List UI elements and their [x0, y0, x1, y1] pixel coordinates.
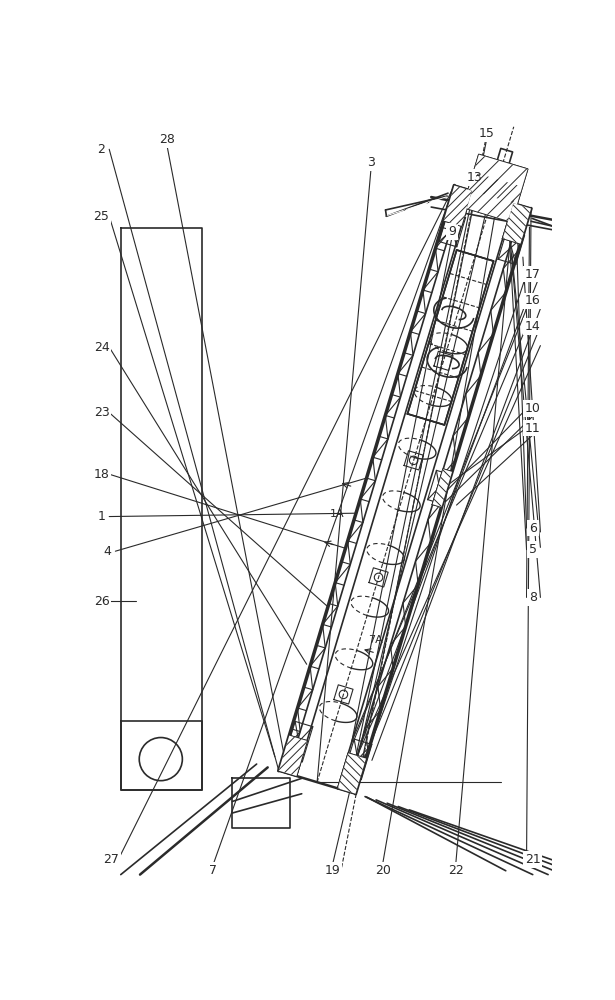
Polygon shape: [467, 173, 518, 221]
Text: 2: 2: [98, 143, 105, 156]
Text: 23: 23: [93, 406, 109, 419]
Polygon shape: [498, 230, 525, 265]
Polygon shape: [432, 469, 452, 507]
Text: 26: 26: [93, 595, 109, 608]
Polygon shape: [486, 148, 513, 199]
Text: 16: 16: [525, 294, 541, 307]
Text: 11: 11: [525, 422, 541, 434]
Text: 4: 4: [104, 545, 111, 558]
Polygon shape: [444, 185, 472, 226]
Polygon shape: [503, 203, 531, 244]
Text: 14: 14: [525, 320, 541, 333]
Polygon shape: [467, 173, 518, 221]
Text: 21: 21: [525, 853, 541, 866]
Text: 7A: 7A: [368, 635, 383, 645]
Polygon shape: [338, 753, 366, 794]
Text: 9: 9: [448, 225, 456, 238]
Text: 3: 3: [367, 156, 375, 169]
Polygon shape: [434, 351, 453, 370]
Text: 22: 22: [448, 864, 464, 877]
Polygon shape: [427, 470, 451, 504]
Polygon shape: [404, 451, 423, 470]
Polygon shape: [232, 778, 290, 828]
Polygon shape: [285, 721, 313, 762]
Polygon shape: [344, 739, 372, 780]
Polygon shape: [121, 721, 202, 790]
Polygon shape: [408, 250, 494, 425]
Text: 15: 15: [478, 127, 494, 140]
Text: 19: 19: [325, 864, 340, 877]
Polygon shape: [503, 203, 531, 244]
Text: 1: 1: [98, 510, 105, 523]
Polygon shape: [444, 185, 472, 226]
Text: 25: 25: [93, 210, 109, 223]
Text: 18: 18: [93, 468, 109, 481]
Text: 5: 5: [529, 543, 537, 556]
Polygon shape: [432, 469, 452, 507]
Polygon shape: [439, 212, 466, 247]
Polygon shape: [386, 196, 447, 216]
Polygon shape: [279, 736, 307, 776]
Text: 10: 10: [525, 402, 541, 415]
Polygon shape: [279, 736, 307, 776]
Polygon shape: [369, 568, 388, 587]
Text: 27: 27: [103, 853, 119, 866]
Text: 7: 7: [209, 864, 217, 877]
Text: 24: 24: [93, 341, 109, 354]
Text: 28: 28: [159, 133, 175, 146]
Text: 17: 17: [525, 267, 541, 280]
Text: 20: 20: [375, 864, 391, 877]
Text: 8: 8: [529, 591, 537, 604]
Polygon shape: [469, 155, 528, 204]
Text: 1A: 1A: [330, 509, 344, 519]
Text: 13: 13: [467, 171, 483, 184]
Polygon shape: [469, 155, 528, 204]
Text: 6: 6: [529, 522, 537, 535]
Polygon shape: [334, 685, 353, 704]
Polygon shape: [338, 753, 366, 794]
